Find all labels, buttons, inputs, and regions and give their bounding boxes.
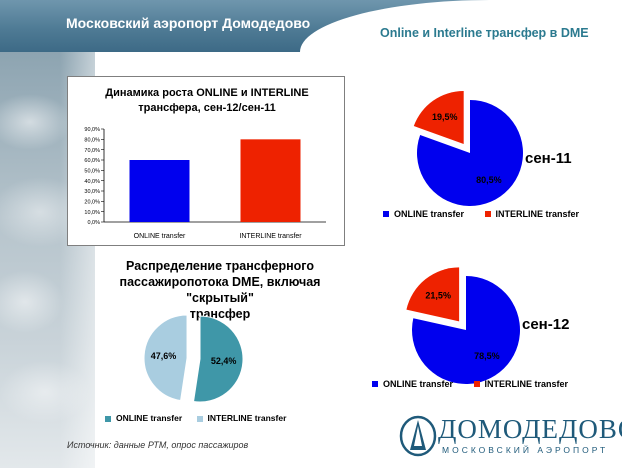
bar-category-label: ONLINE transfer [134,233,186,240]
legend-swatch-online [105,415,111,422]
sep11-legend: ONLINE transfer INTERLINE transfer [383,208,597,219]
sep11-pie-data-label: 19,5% [432,112,458,122]
sep12-legend: ONLINE transfer INTERLINE transfer [372,378,586,389]
legend-item-interline: INTERLINE transfer [484,208,580,219]
legend-label-online: ONLINE transfer [383,378,454,389]
legend-swatch-interline [473,381,480,388]
legend-swatch-online [383,211,389,218]
sep11-pie-slice-online [416,100,523,206]
bar-interline [240,139,301,222]
bar-chart-svg: 0,0% 10,0% 20,0% 30,0% 40,0% 50,0% 60,0% 70,0% 8… [84,127,326,240]
page-title: Московский аэропорт Домодедово [66,15,311,31]
distribution-legend: ONLINE transfer INTERLINE transfer [105,412,304,423]
sep12-pie-data-label: 21,5% [425,290,451,300]
logo-emblem-icon [399,415,437,457]
source-note: Источник: данные РТМ, опрос пассажиров [67,440,249,450]
legend-swatch-interline [484,211,491,218]
bar-y-tick-label: 0,0% [87,220,100,226]
legend-label-interline: INTERLINE transfer [484,378,569,389]
domodedovo-logo: ДОМОДЕДОВО МОСКОВСКИЙ АЭРОПОРТ [398,410,622,460]
bar-chart-title-line1: Динамика роста ONLINE и INTERLINE [105,87,309,99]
bar-y-tick-label: 40,0% [84,179,100,185]
legend-item-online: ONLINE transfer [383,209,464,219]
logo-name: ДОМОДЕДОВО [438,414,622,444]
legend-label-interline: INTERLINE transfer [495,208,580,219]
legend-label-online: ONLINE transfer [394,208,465,219]
logo-subtitle: МОСКОВСКИЙ АЭРОПОРТ [442,445,609,455]
bar-chart-title-line2: трансфера, сен-12/сен-11 [138,102,276,114]
distribution-pie-slice-online [192,315,244,403]
bar-online [129,160,190,222]
distribution-title-line1: Распределение трансферного [126,259,314,273]
bar-y-tick-label: 70,0% [84,148,100,154]
bar-y-tick-label: 20,0% [84,200,100,206]
bar-y-tick-label: 80,0% [84,138,100,144]
legend-label-interline: INTERLINE transfer [207,412,287,423]
section-heading: Online и Interline трансфер в DME [380,26,589,40]
sep11-pie-slice-interline [413,91,464,145]
bar-category-label: INTERLINE transfer [239,233,302,240]
sep12-pie-slice-interline [406,267,460,322]
sep12-month-label: сен-12 [522,316,570,333]
bar-y-tick-label: 60,0% [84,158,100,164]
legend-swatch-interline [196,415,203,422]
distribution-title-line2: пассажиропотока DME, включая "скрытый" [119,275,321,305]
distribution-title: Распределение трансферного пассажиропото… [85,258,355,322]
distribution-pie-data-label: 47,6% [151,351,177,361]
bar-chart-panel: Динамика роста ONLINE и INTERLINE трансф… [67,76,345,246]
legend-item-online: ONLINE transfer [372,379,453,389]
legend-item-online: ONLINE transfer [105,413,182,423]
legend-item-interline: INTERLINE transfer [196,412,287,423]
bar-y-tick-label: 30,0% [84,189,100,195]
sep12-pie-slice-online [412,276,521,384]
sep11-month-label: сен-11 [525,150,572,167]
distribution-pie-slice-interline [143,314,188,402]
legend-label-online: ONLINE transfer [116,412,183,423]
legend-swatch-online [372,381,378,388]
sep12-pie-data-label: 78,5% [474,351,500,361]
sep11-pie-data-label: 80,5% [476,175,502,185]
distribution-pie-data-label: 52,4% [211,356,237,366]
legend-item-interline: INTERLINE transfer [473,378,569,389]
bar-y-tick-label: 10,0% [84,210,100,216]
bar-y-tick-label: 90,0% [84,127,100,133]
bar-y-tick-label: 50,0% [84,169,100,175]
